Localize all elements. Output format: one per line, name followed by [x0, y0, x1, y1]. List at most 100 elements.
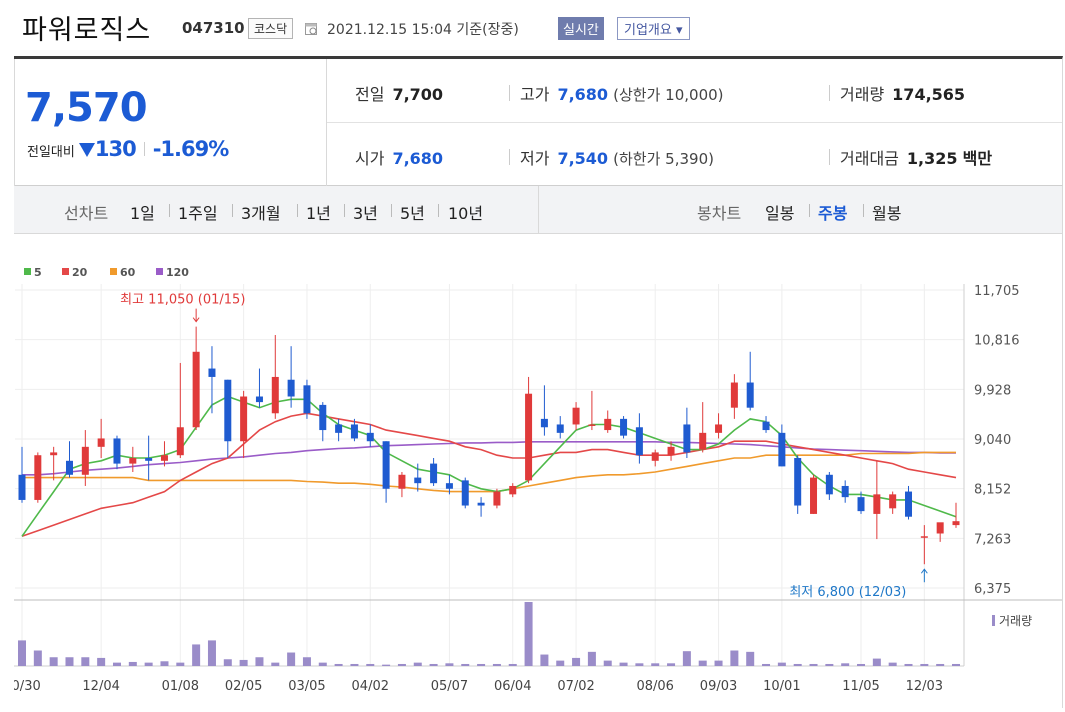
candle-body	[540, 418, 548, 428]
company-overview-button[interactable]: 기업개요 ▾	[617, 17, 690, 40]
candle-body	[398, 474, 406, 489]
volume-bar	[746, 651, 755, 666]
candle-body	[271, 376, 279, 414]
period-tabs: 선차트 1일 1주일 3개월 1년 3년 5년 10년 봉차트 일봉 주봉 월봉	[14, 186, 1063, 234]
candle-body	[255, 396, 263, 403]
high-arrow	[192, 317, 200, 323]
ma5-line	[21, 395, 957, 537]
stock-code: 047310	[182, 19, 245, 37]
candle-body	[778, 432, 786, 467]
y-tick-label: 11,705	[974, 284, 1020, 299]
volume-bar	[429, 663, 438, 666]
candle-body	[382, 441, 390, 489]
legend-swatch	[156, 268, 163, 275]
change-value: 130	[94, 137, 137, 161]
candle-body	[889, 494, 897, 509]
x-tick-label: 02/05	[225, 679, 262, 694]
candlestick-chart-svg: 11,705 10,816 9,928 9,040 8,152 7,263 6,375 5 20…	[3, 266, 1062, 694]
x-tick-label: 11/05	[842, 679, 879, 694]
volume-bar	[397, 663, 406, 666]
candle-body	[746, 382, 754, 408]
volume-bar	[33, 650, 42, 666]
volume-bar	[603, 660, 612, 666]
candle-body	[113, 438, 121, 464]
volume-bar	[223, 659, 232, 666]
candle-body	[572, 407, 580, 425]
legend-swatch	[110, 268, 117, 275]
ma60-line	[22, 451, 956, 493]
volume-bar	[777, 662, 786, 666]
tab-weekly[interactable]: 주봉	[818, 204, 848, 223]
volume-bar	[809, 663, 818, 666]
tab-10y[interactable]: 10년	[448, 204, 484, 223]
tab-3y[interactable]: 3년	[353, 204, 378, 223]
x-tick-label: 08/06	[636, 679, 673, 694]
volume-bar	[207, 640, 216, 666]
y-tick-label: 9,040	[974, 433, 1011, 448]
volume-bar	[112, 662, 121, 666]
candle-body	[445, 483, 453, 489]
tab-monthly[interactable]: 월봉	[872, 204, 902, 223]
candle-body	[97, 438, 105, 447]
legend-swatch	[24, 268, 31, 275]
volume-bar	[904, 663, 913, 666]
tab-3m[interactable]: 3개월	[241, 204, 281, 223]
market-badge: 코스닥	[248, 18, 294, 39]
prev-close: 전일 7,700	[355, 85, 444, 104]
candle-body	[699, 432, 707, 450]
candle-chart-label: 봉차트	[697, 204, 742, 223]
tab-daily[interactable]: 일봉	[765, 204, 795, 223]
tab-1w[interactable]: 1주일	[178, 204, 218, 223]
volume-bar	[572, 657, 581, 666]
volume-legend-swatch	[992, 615, 995, 626]
ma120-line	[22, 441, 956, 476]
candle-body	[525, 393, 533, 481]
candle-body	[683, 424, 691, 453]
candle-body	[81, 446, 89, 475]
trade-amount: 거래대금 1,325 백만	[840, 149, 993, 168]
volume-bar	[366, 663, 375, 666]
tab-1y[interactable]: 1년	[306, 204, 331, 223]
candle-body	[509, 485, 517, 495]
x-tick-label: 06/04	[494, 679, 531, 694]
volume-bar	[888, 662, 897, 666]
candle-body	[952, 521, 960, 526]
x-tick-label: 05/07	[431, 679, 468, 694]
low-annotation: 최저 6,800 (12/03)	[789, 585, 906, 600]
candle-body	[588, 424, 596, 426]
current-price: 7,570	[25, 85, 148, 131]
volume-bar	[81, 657, 90, 666]
tab-5y[interactable]: 5년	[400, 204, 425, 223]
x-tick-label: 10/30	[14, 679, 41, 694]
candle-body	[350, 424, 358, 439]
volume: 거래량 174,565	[840, 85, 966, 104]
legend-label: 5	[34, 266, 42, 279]
candle-body	[224, 379, 232, 442]
x-tick-label: 12/04	[82, 679, 119, 694]
candle-body	[50, 452, 58, 456]
candle-body	[825, 474, 833, 495]
volume-bar	[540, 654, 549, 666]
candle-body	[920, 536, 928, 538]
stock-header: 파워로직스 047310 코스닥 2021.12.15 15:04 기준(장중)…	[0, 0, 1065, 56]
line-chart-label: 선차트	[64, 204, 109, 223]
legend-label: 60	[120, 266, 136, 279]
candle-body	[857, 497, 865, 512]
legend-swatch	[62, 268, 69, 275]
x-tick-label: 12/03	[906, 679, 943, 694]
tab-1d[interactable]: 1일	[130, 204, 155, 223]
candle-body	[936, 522, 944, 534]
candle-body	[667, 446, 675, 456]
realtime-button[interactable]: 실시간	[558, 17, 604, 40]
volume-bar	[382, 664, 391, 666]
stock-chart: 11,705 10,816 9,928 9,040 8,152 7,263 6,375 5 20…	[3, 234, 1063, 708]
volume-bar	[872, 658, 881, 666]
y-tick-label: 9,928	[974, 383, 1011, 398]
candle-body	[129, 458, 137, 464]
candle-body	[240, 396, 248, 442]
volume-bar	[97, 657, 106, 666]
legend-label: 20	[72, 266, 88, 279]
price-change: 전일대비 130 -1.69%	[27, 137, 229, 161]
volume-bar	[587, 651, 596, 666]
volume-bar	[160, 661, 169, 666]
